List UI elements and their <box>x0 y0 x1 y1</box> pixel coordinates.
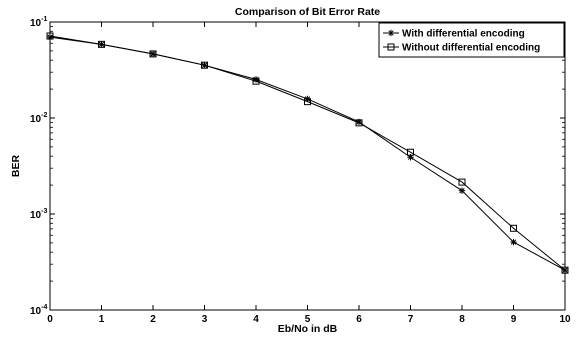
x-axis-label: Eb/No in dB <box>278 323 338 335</box>
y-tick-label: 10-2 <box>30 112 47 125</box>
data-point-series-1 <box>458 187 466 194</box>
x-tick-label: 7 <box>408 314 414 325</box>
x-tick-label: 0 <box>47 314 53 325</box>
x-tick-label: 2 <box>150 314 156 325</box>
plot-area <box>49 21 566 311</box>
y-tick-label: 10-4 <box>30 304 47 317</box>
data-point-series-2 <box>458 178 466 186</box>
x-tick-label: 5 <box>305 314 311 325</box>
x-tick-label: 10 <box>559 314 571 325</box>
data-point-series-2 <box>98 40 105 48</box>
data-point-series-2 <box>510 224 517 232</box>
legend-box <box>378 22 565 58</box>
x-tick-label: 9 <box>511 314 517 325</box>
data-point-series-2 <box>201 61 208 69</box>
data-point-series-2 <box>304 98 311 106</box>
data-point-series-2 <box>355 119 363 127</box>
data-point-series-2 <box>46 32 54 40</box>
y-tick-label: 10-3 <box>30 208 47 221</box>
x-tick-label: 8 <box>459 314 465 325</box>
data-point-series-2 <box>149 50 157 58</box>
data-point-series-2 <box>561 266 569 274</box>
data-point-series-2 <box>252 77 260 85</box>
data-point-series-2 <box>407 148 414 156</box>
x-tick-label: 4 <box>253 314 259 325</box>
chart-title: Comparison of Bit Error Rate <box>235 6 380 18</box>
y-tick-label: 10-1 <box>30 16 47 29</box>
y-axis-label: BER <box>10 154 22 177</box>
legend: With differential encoding Without differ… <box>378 22 565 58</box>
x-tick-label: 1 <box>99 314 105 325</box>
legend-entry-label: With differential encoding <box>402 29 525 40</box>
x-tick-label: 6 <box>356 314 362 325</box>
series-layer <box>46 32 569 274</box>
x-tick-label: 3 <box>202 314 208 325</box>
data-point-series-1 <box>510 238 517 246</box>
legend-marker <box>387 43 395 51</box>
legend-entry-label: Without differential encoding <box>402 43 540 54</box>
legend-marker <box>387 29 395 37</box>
series-line-2 <box>49 35 566 271</box>
